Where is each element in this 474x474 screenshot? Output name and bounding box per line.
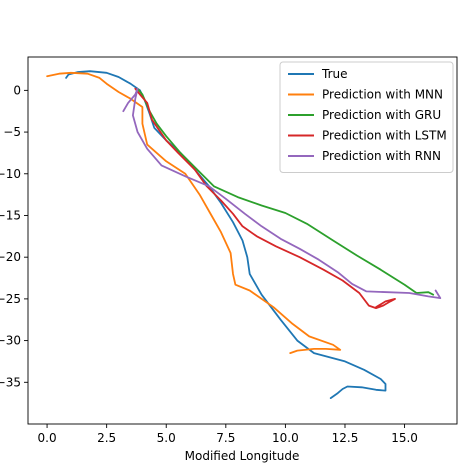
x-tick-label: 12.5 (332, 431, 359, 445)
x-tick-label: 10.0 (272, 431, 299, 445)
x-tick-label: 7.5 (216, 431, 235, 445)
x-axis: 0.0 2.5 5.0 7.5 10.0 12.5 15.0 (38, 424, 418, 445)
x-tick-label: 15.0 (391, 431, 418, 445)
x-tick-label: 0.0 (38, 431, 57, 445)
y-axis: 0 −5 −10 −15 −20 −25 −30 −35 (0, 83, 28, 389)
plot-frame (27, 56, 458, 425)
y-tick-label: −35 (0, 375, 21, 389)
series-line-3 (134, 87, 396, 309)
y-tick-label: −20 (0, 250, 21, 264)
series-line-0 (65, 70, 387, 399)
legend: True Prediction with MNN Prediction with G… (279, 61, 454, 173)
y-tick-label: −5 (3, 125, 21, 139)
legend-label-4: Prediction with RNN (322, 149, 441, 163)
x-tick-label: 2.5 (97, 431, 116, 445)
x-tick-label: 5.0 (157, 431, 176, 445)
series-line-1 (46, 71, 342, 354)
legend-label-3: Prediction with LSTM (322, 129, 447, 143)
y-tick-label: 0 (13, 83, 21, 97)
series-layer (46, 70, 442, 399)
legend-label-1: Prediction with MNN (322, 88, 443, 102)
legend-label-2: Prediction with GRU (322, 108, 441, 122)
y-tick-label: −10 (0, 167, 21, 181)
series-line-2 (136, 87, 435, 296)
y-tick-label: −25 (0, 292, 21, 306)
y-tick-label: −15 (0, 208, 21, 222)
x-axis-label: Modified Longitude (185, 449, 300, 463)
series-line-4 (122, 87, 442, 299)
legend-box (279, 61, 454, 173)
y-tick-label: −30 (0, 334, 21, 348)
legend-label-0: True (321, 67, 348, 81)
